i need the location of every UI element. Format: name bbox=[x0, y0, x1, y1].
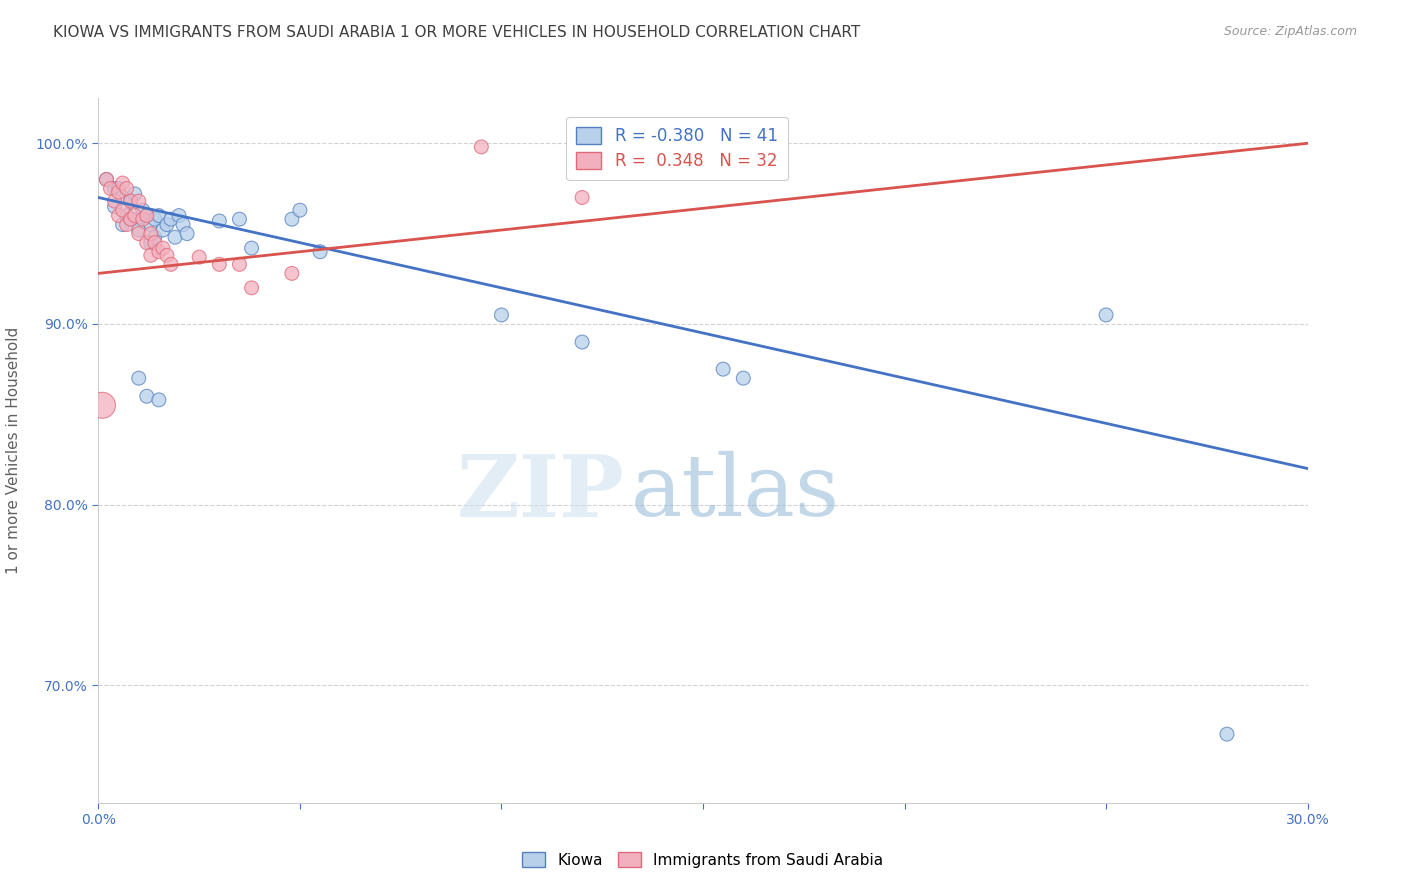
Point bbox=[107, 185, 129, 199]
Point bbox=[143, 212, 166, 227]
Point bbox=[143, 235, 166, 250]
Point bbox=[124, 209, 146, 223]
Point bbox=[135, 389, 157, 403]
Point bbox=[160, 257, 183, 271]
Text: ZIP: ZIP bbox=[457, 450, 624, 534]
Point bbox=[135, 235, 157, 250]
Point bbox=[139, 248, 162, 262]
Point bbox=[571, 190, 593, 204]
Point bbox=[1216, 727, 1239, 741]
Point bbox=[491, 308, 513, 322]
Point bbox=[240, 241, 263, 255]
Point bbox=[96, 172, 118, 186]
Point bbox=[111, 176, 134, 190]
Point bbox=[163, 230, 186, 244]
Point bbox=[228, 257, 250, 271]
Point bbox=[167, 209, 190, 223]
Point bbox=[176, 227, 198, 241]
Legend: R = -0.380   N = 41, R =  0.348   N = 32: R = -0.380 N = 41, R = 0.348 N = 32 bbox=[567, 117, 787, 180]
Point bbox=[152, 223, 174, 237]
Y-axis label: 1 or more Vehicles in Household: 1 or more Vehicles in Household bbox=[7, 326, 21, 574]
Text: atlas: atlas bbox=[630, 451, 839, 534]
Point bbox=[309, 244, 332, 259]
Legend: Kiowa, Immigrants from Saudi Arabia: Kiowa, Immigrants from Saudi Arabia bbox=[516, 846, 890, 873]
Point bbox=[128, 227, 150, 241]
Point bbox=[208, 257, 231, 271]
Point bbox=[128, 212, 150, 227]
Text: Source: ZipAtlas.com: Source: ZipAtlas.com bbox=[1223, 25, 1357, 38]
Point bbox=[124, 186, 146, 201]
Point bbox=[571, 334, 593, 349]
Point bbox=[107, 181, 129, 195]
Point bbox=[132, 203, 155, 218]
Point bbox=[103, 181, 125, 195]
Point bbox=[208, 214, 231, 228]
Point bbox=[107, 209, 129, 223]
Point bbox=[120, 212, 142, 227]
Point bbox=[148, 244, 170, 259]
Point bbox=[228, 212, 250, 227]
Point bbox=[135, 209, 157, 223]
Point bbox=[132, 212, 155, 227]
Point bbox=[135, 209, 157, 223]
Point bbox=[120, 194, 142, 208]
Point bbox=[139, 227, 162, 241]
Point bbox=[240, 281, 263, 295]
Point bbox=[91, 398, 114, 412]
Text: KIOWA VS IMMIGRANTS FROM SAUDI ARABIA 1 OR MORE VEHICLES IN HOUSEHOLD CORRELATIO: KIOWA VS IMMIGRANTS FROM SAUDI ARABIA 1 … bbox=[53, 25, 860, 40]
Point bbox=[156, 218, 179, 232]
Point bbox=[100, 181, 122, 195]
Point bbox=[120, 212, 142, 227]
Point bbox=[172, 218, 194, 232]
Point bbox=[128, 194, 150, 208]
Point bbox=[111, 190, 134, 204]
Point bbox=[148, 209, 170, 223]
Point bbox=[281, 212, 304, 227]
Point bbox=[111, 218, 134, 232]
Point bbox=[128, 223, 150, 237]
Point bbox=[96, 172, 118, 186]
Point bbox=[156, 248, 179, 262]
Point bbox=[120, 194, 142, 208]
Point bbox=[148, 392, 170, 407]
Point bbox=[470, 140, 492, 154]
Point bbox=[139, 235, 162, 250]
Point bbox=[111, 203, 134, 218]
Point bbox=[160, 212, 183, 227]
Point bbox=[128, 371, 150, 385]
Point bbox=[115, 181, 138, 195]
Point bbox=[733, 371, 755, 385]
Point bbox=[103, 200, 125, 214]
Point bbox=[103, 194, 125, 208]
Point bbox=[188, 250, 211, 264]
Point bbox=[281, 266, 304, 280]
Point bbox=[115, 209, 138, 223]
Point bbox=[1095, 308, 1118, 322]
Point bbox=[711, 362, 734, 376]
Point bbox=[139, 218, 162, 232]
Point bbox=[288, 203, 311, 218]
Point bbox=[143, 230, 166, 244]
Point bbox=[152, 241, 174, 255]
Point bbox=[115, 218, 138, 232]
